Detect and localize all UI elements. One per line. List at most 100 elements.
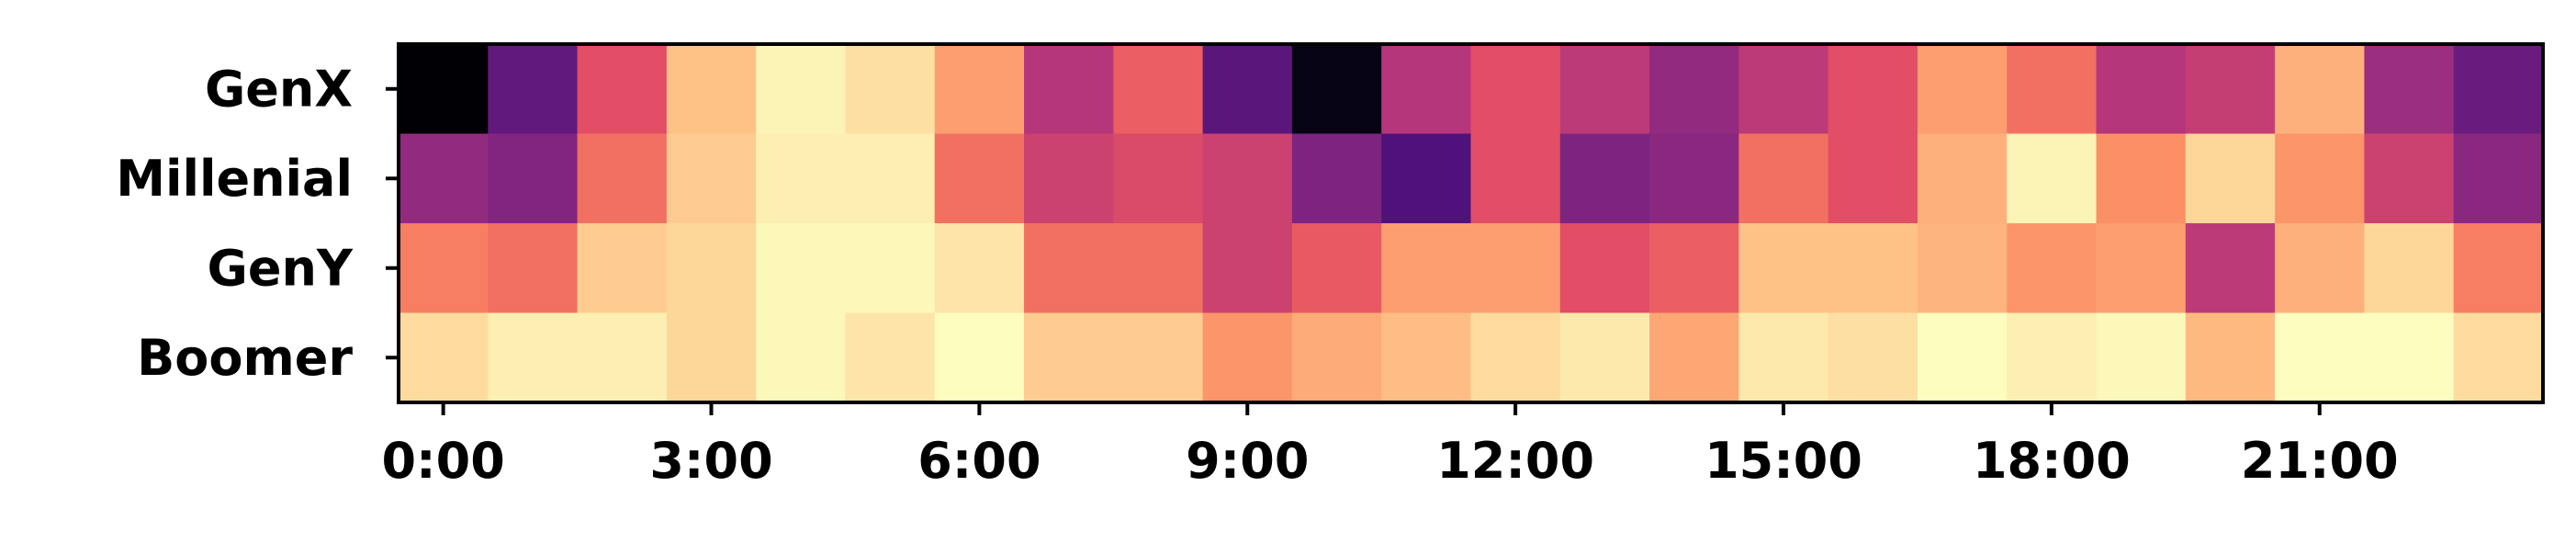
heatmap-cell [1738, 44, 1829, 135]
heatmap-cell [1381, 312, 1472, 403]
heatmap-cell [1024, 44, 1114, 135]
heatmap-cell [2364, 133, 2455, 224]
heatmap-cell [1024, 312, 1114, 403]
heatmap-cell [2364, 223, 2455, 314]
heatmap-cell [1649, 223, 1739, 314]
heatmap-cell [399, 133, 489, 224]
x-tick-label: 18:00 [1973, 432, 2131, 490]
y-tick-label: GenX [205, 60, 353, 118]
heatmap-cell [1559, 223, 1650, 314]
heatmap-cell [1470, 223, 1561, 314]
heatmap-cell [577, 223, 668, 314]
heatmap-cell [666, 223, 757, 314]
heatmap-cell [488, 223, 579, 314]
heatmap-cell [2364, 44, 2455, 135]
heatmap-cell [1738, 133, 1829, 224]
y-axis: GenX Millenial GenY Boomer [116, 60, 399, 387]
heatmap-cell [2453, 44, 2544, 135]
heatmap-cell [1828, 312, 1918, 403]
heatmap-cell [2185, 312, 2276, 403]
heatmap-cell [1470, 133, 1561, 224]
heatmap-cell [1291, 133, 1382, 224]
heatmap-cell [2453, 312, 2544, 403]
heatmap-cell [2453, 133, 2544, 224]
heatmap-cell [1559, 44, 1650, 135]
x-tick-label: 6:00 [917, 432, 1041, 490]
heatmap-cell [1291, 312, 1382, 403]
heatmap-cell [1202, 223, 1293, 314]
heatmap-cell [756, 133, 847, 224]
x-tick-label: 21:00 [2241, 432, 2399, 490]
heatmap-cell [1559, 312, 1650, 403]
heatmap-cell [756, 44, 847, 135]
heatmap-cell [1024, 133, 1114, 224]
heatmap-cell [1470, 312, 1561, 403]
heatmap-cell [2007, 312, 2098, 403]
heatmap-cells [399, 44, 2544, 403]
heatmap-cell [577, 44, 668, 135]
heatmap-cell [399, 44, 489, 135]
heatmap-cell [2185, 44, 2276, 135]
heatmap-cell [666, 133, 757, 224]
heatmap-cell [2096, 312, 2187, 403]
heatmap-cell [1202, 312, 1293, 403]
heatmap-cell [1917, 133, 2008, 224]
heatmap-cell [756, 312, 847, 403]
heatmap-cell [577, 312, 668, 403]
plot-frame [397, 42, 2545, 404]
heatmap-cell [666, 312, 757, 403]
heatmap-cell [2185, 223, 2276, 314]
heatmap-cell [2275, 312, 2366, 403]
heatmap-cell [2275, 44, 2366, 135]
heatmap-cell [2185, 133, 2276, 224]
heatmap-cell [845, 44, 936, 135]
heatmap-cell [845, 223, 936, 314]
heatmap-cell [577, 133, 668, 224]
heatmap-cell [2096, 44, 2187, 135]
y-tick-label: GenY [208, 239, 354, 297]
y-tick-label: Boomer [137, 329, 353, 387]
heatmap-cell [1828, 133, 1918, 224]
x-tick-label: 9:00 [1186, 432, 1309, 490]
heatmap-cell [1738, 312, 1829, 403]
heatmap-cell [1202, 133, 1293, 224]
heatmap-cell [1559, 133, 1650, 224]
heatmap-cell [2364, 312, 2455, 403]
x-tick-label: 3:00 [649, 432, 772, 490]
x-tick-label: 12:00 [1436, 432, 1594, 490]
heatmap-cell [2275, 223, 2366, 314]
heatmap-cell [1381, 44, 1472, 135]
heatmap-cell [1291, 44, 1382, 135]
heatmap-cell [1917, 44, 2008, 135]
heatmap-cell [1381, 133, 1472, 224]
heatmap-cell [1738, 223, 1829, 314]
heatmap-cell [756, 223, 847, 314]
heatmap-cell [488, 133, 579, 224]
x-tick-label: 15:00 [1704, 432, 1862, 490]
heatmap-cell [1291, 223, 1382, 314]
heatmap-cell [1113, 312, 1204, 403]
heatmap-cell [1381, 223, 1472, 314]
heatmap-cell [1828, 223, 1918, 314]
heatmap-cell [1917, 223, 2008, 314]
heatmap-cell [2275, 133, 2366, 224]
heatmap-cell [1024, 223, 1114, 314]
heatmap-cell [1470, 44, 1561, 135]
x-tick-label: 0:00 [381, 432, 504, 490]
heatmap-cell [1649, 44, 1739, 135]
heatmap-cell [1649, 312, 1739, 403]
heatmap-cell [488, 312, 579, 403]
heatmap-cell [1828, 44, 1918, 135]
heatmap-cell [2453, 223, 2544, 314]
heatmap-cell [666, 44, 757, 135]
y-tick-label: Millenial [116, 150, 353, 208]
heatmap-cell [845, 312, 936, 403]
heatmap-cell [845, 133, 936, 224]
heatmap-cell [2007, 223, 2098, 314]
heatmap-cell [2007, 133, 2098, 224]
heatmap-cell [934, 133, 1025, 224]
heatmap-cell [488, 44, 579, 135]
heatmap-cell [1202, 44, 1293, 135]
heatmap-cell [399, 223, 489, 314]
